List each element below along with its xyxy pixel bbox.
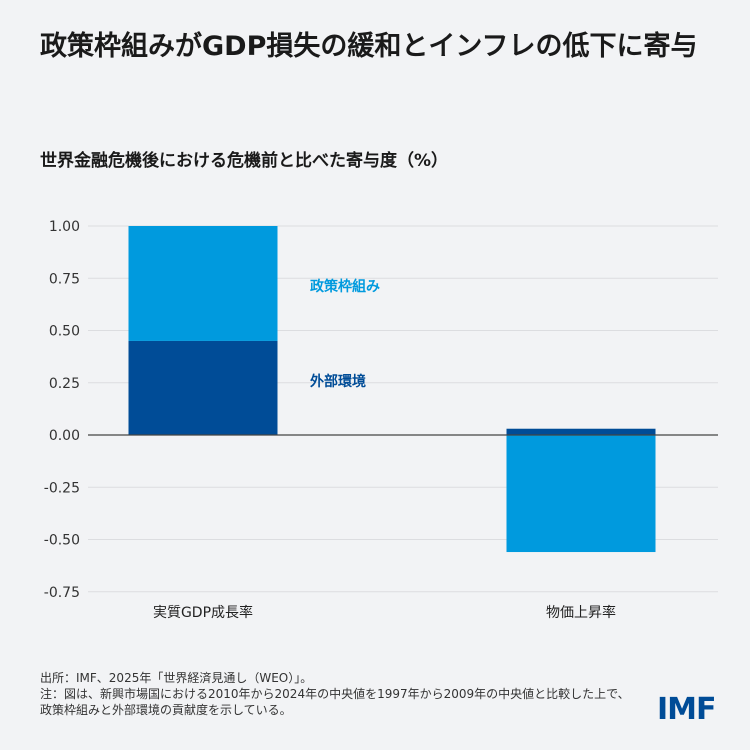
y-tick-label: -0.25 (44, 480, 80, 496)
y-tick-label: 0.50 (49, 324, 80, 340)
y-tick-label: 0.00 (49, 428, 80, 444)
series-label-external: 外部環境 (310, 373, 366, 390)
bar-segment (506, 428, 656, 435)
x-category-label: 実質GDP成長率 (153, 604, 253, 621)
source-note: 出所：IMF、2025年「世界経済見通し（WEO）」。 (40, 671, 313, 685)
imf-logo: IMF (657, 692, 717, 727)
y-tick-label: -0.75 (44, 585, 80, 601)
y-tick-label: 1.00 (49, 219, 80, 235)
y-tick-label: 0.75 (49, 271, 80, 287)
chart-subtitle: 世界金融危機後における危機前と比べた寄与度（%） (40, 151, 449, 171)
y-tick-label: 0.25 (49, 376, 80, 392)
bar-segment (128, 340, 278, 435)
footnote: 注：図は、新興市場国における2010年から2024年の中央値を1997年から20… (40, 687, 630, 717)
series-label-policy: 政策枠組み (310, 278, 380, 295)
footer: 出所：IMF、2025年「世界経済見通し（WEO）」。 注：図は、新興市場国にお… (40, 670, 640, 718)
chart-title: 政策枠組みがGDP損失の緩和とインフレの低下に寄与 (40, 31, 698, 62)
y-tick-label: -0.50 (44, 533, 80, 549)
bar-segment (128, 226, 278, 341)
bar-segment (506, 435, 656, 553)
x-category-label: 物価上昇率 (546, 604, 616, 621)
